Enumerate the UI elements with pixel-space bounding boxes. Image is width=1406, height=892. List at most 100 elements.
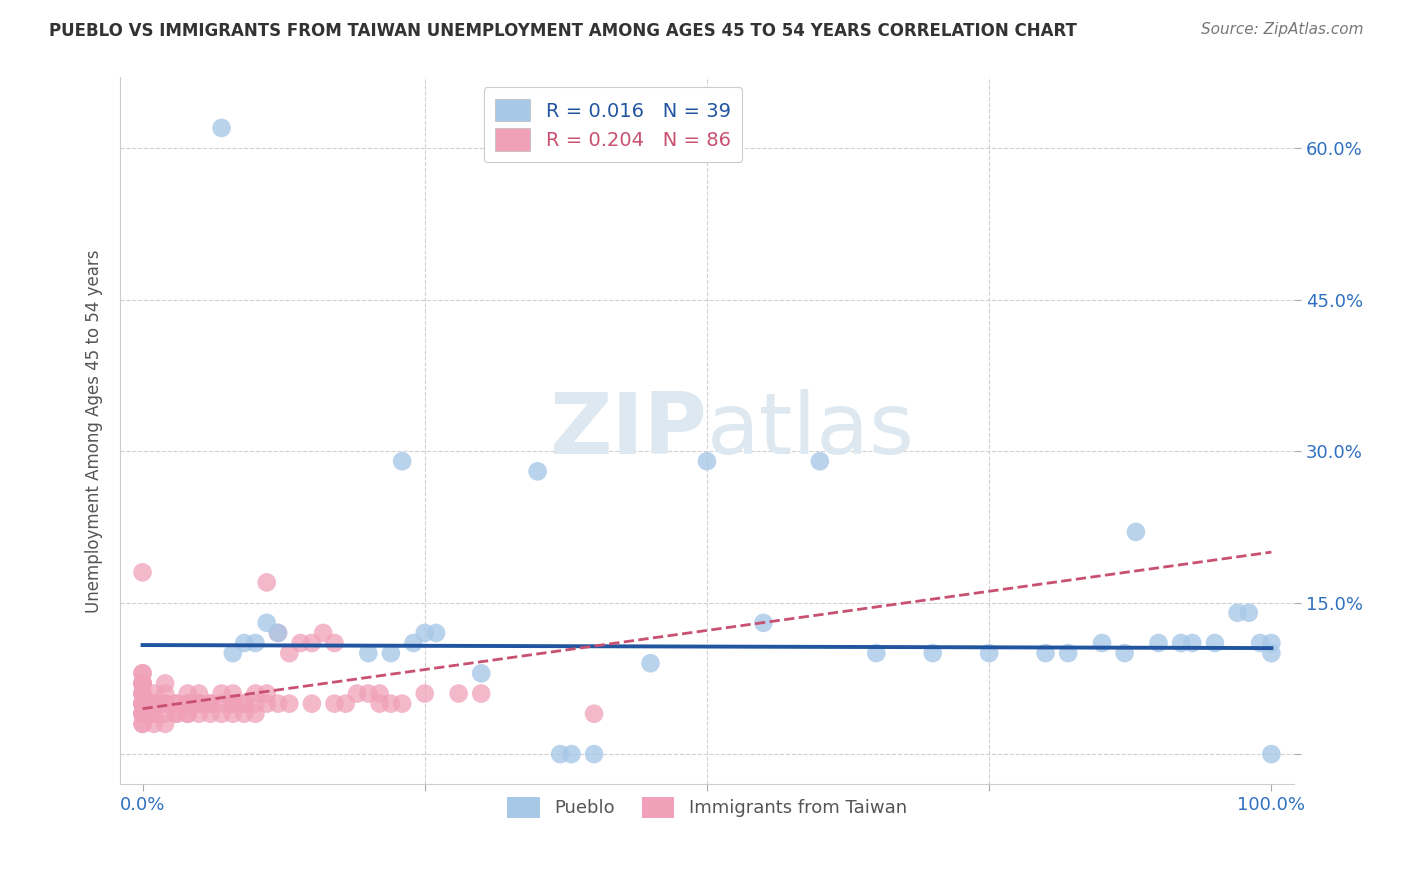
Point: [131, 676, 153, 690]
Point: [222, 646, 245, 660]
Point: [1249, 636, 1271, 650]
Point: [131, 676, 153, 690]
Point: [153, 687, 176, 701]
Point: [131, 666, 153, 681]
Point: [1237, 606, 1260, 620]
Point: [131, 706, 153, 721]
Point: [222, 706, 245, 721]
Point: [222, 697, 245, 711]
Point: [301, 636, 323, 650]
Point: [470, 666, 492, 681]
Point: [1260, 636, 1282, 650]
Point: [176, 697, 198, 711]
Point: [142, 706, 165, 721]
Point: [583, 747, 606, 761]
Point: [222, 687, 245, 701]
Point: [1057, 646, 1080, 660]
Point: [245, 706, 267, 721]
Point: [211, 120, 233, 135]
Text: ZIP: ZIP: [550, 390, 707, 473]
Point: [346, 687, 368, 701]
Point: [188, 687, 211, 701]
Point: [131, 697, 153, 711]
Point: [256, 697, 278, 711]
Point: [153, 706, 176, 721]
Point: [470, 687, 492, 701]
Point: [222, 697, 245, 711]
Point: [1035, 646, 1057, 660]
Point: [142, 716, 165, 731]
Point: [413, 687, 436, 701]
Point: [256, 615, 278, 630]
Point: [548, 747, 571, 761]
Point: [188, 697, 211, 711]
Point: [335, 697, 357, 711]
Y-axis label: Unemployment Among Ages 45 to 54 years: Unemployment Among Ages 45 to 54 years: [86, 249, 103, 613]
Point: [131, 676, 153, 690]
Point: [267, 697, 290, 711]
Text: Source: ZipAtlas.com: Source: ZipAtlas.com: [1201, 22, 1364, 37]
Point: [131, 666, 153, 681]
Point: [200, 697, 222, 711]
Point: [979, 646, 1001, 660]
Point: [131, 676, 153, 690]
Point: [526, 464, 548, 478]
Point: [256, 575, 278, 590]
Point: [1125, 524, 1147, 539]
Point: [131, 697, 153, 711]
Point: [188, 697, 211, 711]
Point: [200, 697, 222, 711]
Legend: Pueblo, Immigrants from Taiwan: Pueblo, Immigrants from Taiwan: [501, 789, 914, 825]
Point: [131, 687, 153, 701]
Point: [1260, 747, 1282, 761]
Point: [267, 626, 290, 640]
Point: [176, 706, 198, 721]
Point: [131, 697, 153, 711]
Point: [142, 697, 165, 711]
Point: [380, 646, 402, 660]
Point: [153, 697, 176, 711]
Point: [583, 706, 606, 721]
Point: [233, 636, 256, 650]
Point: [153, 697, 176, 711]
Point: [1181, 636, 1204, 650]
Point: [1170, 636, 1192, 650]
Point: [176, 687, 198, 701]
Point: [142, 697, 165, 711]
Point: [380, 697, 402, 711]
Point: [301, 697, 323, 711]
Point: [391, 454, 413, 468]
Point: [131, 687, 153, 701]
Point: [290, 636, 312, 650]
Point: [447, 687, 470, 701]
Point: [312, 626, 335, 640]
Point: [142, 687, 165, 701]
Point: [696, 454, 718, 468]
Point: [233, 697, 256, 711]
Point: [245, 636, 267, 650]
Point: [256, 687, 278, 701]
Point: [211, 697, 233, 711]
Point: [1260, 646, 1282, 660]
Point: [640, 657, 662, 671]
Point: [808, 454, 831, 468]
Point: [278, 697, 301, 711]
Point: [752, 615, 775, 630]
Point: [165, 697, 187, 711]
Point: [131, 706, 153, 721]
Point: [1091, 636, 1114, 650]
Point: [188, 706, 211, 721]
Point: [165, 706, 187, 721]
Point: [211, 687, 233, 701]
Point: [267, 626, 290, 640]
Point: [1147, 636, 1170, 650]
Point: [233, 697, 256, 711]
Point: [865, 646, 887, 660]
Point: [368, 687, 391, 701]
Point: [153, 676, 176, 690]
Point: [142, 706, 165, 721]
Point: [211, 706, 233, 721]
Point: [131, 716, 153, 731]
Point: [131, 716, 153, 731]
Point: [245, 687, 267, 701]
